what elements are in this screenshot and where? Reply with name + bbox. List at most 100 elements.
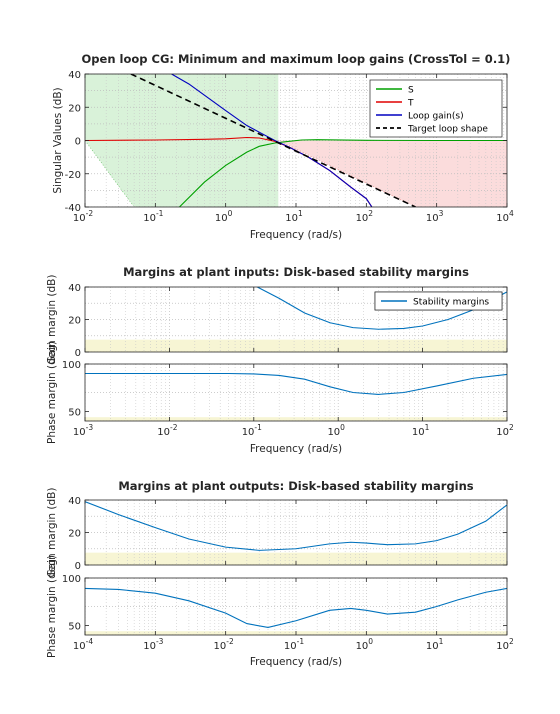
shaded-region-2	[278, 140, 507, 207]
x-tick-label: 103	[426, 209, 444, 224]
x-tick-label: 100	[327, 423, 345, 438]
x-tick-base: 10	[214, 641, 227, 652]
series-line-stability-margins	[85, 501, 507, 551]
x-tick-exponent: -2	[86, 209, 94, 218]
margin-band	[85, 552, 507, 565]
y-tick-label: 50	[68, 408, 81, 419]
legend-label: S	[408, 86, 414, 96]
x-tick-label: 10-3	[143, 637, 163, 652]
y-tick-label: 20	[68, 316, 81, 327]
x-tick-exponent: -2	[226, 637, 234, 646]
x-tick-base: 10	[327, 427, 340, 438]
x-tick-exponent: 1	[425, 423, 430, 432]
x-tick-label: 102	[496, 637, 514, 652]
x-tick-exponent: 2	[509, 637, 514, 646]
x-tick-label: 102	[356, 209, 374, 224]
x-tick-exponent: -1	[254, 423, 262, 432]
x-tick-label: 100	[356, 637, 374, 652]
x-axis-label: Frequency (rad/s)	[250, 443, 342, 455]
plot-area	[85, 74, 507, 207]
x-tick-label: 10-2	[214, 637, 234, 652]
y-tick-label: 100	[62, 360, 81, 371]
chart-2-axes-1: 0 20 40 Gain margin (dB) Stability margins	[46, 275, 508, 365]
margin-band	[85, 339, 507, 352]
x-tick-base: 10	[143, 213, 156, 224]
y-axis-label: Phase margin (deg)	[46, 341, 58, 444]
x-tick-exponent: 3	[439, 209, 444, 218]
y-tick-label: 50	[68, 622, 81, 633]
x-tick-base: 10	[215, 213, 228, 224]
x-tick-exponent: 1	[298, 209, 303, 218]
legend-label: Loop gain(s)	[408, 112, 464, 122]
y-tick-label: 20	[68, 103, 81, 114]
x-tick-exponent: 1	[439, 637, 444, 646]
x-tick-base: 10	[157, 427, 170, 438]
x-tick-label: 104	[496, 209, 514, 224]
x-tick-base: 10	[143, 641, 156, 652]
x-tick-exponent: -3	[156, 637, 164, 646]
y-axis-label: Gain margin (dB)	[46, 275, 58, 365]
x-tick-exponent: 0	[368, 637, 373, 646]
legend-label: T	[407, 99, 414, 109]
y-tick-label: 20	[68, 529, 81, 540]
series-line-s	[179, 139, 507, 207]
x-tick-label: 10-1	[284, 637, 304, 652]
legend-label: Stability margins	[413, 298, 489, 308]
x-tick-exponent: -4	[86, 637, 94, 646]
y-tick-label: 40	[68, 496, 81, 507]
x-tick-base: 10	[496, 213, 509, 224]
legend: ST Loop gain(s) Target loop shape	[369, 79, 503, 138]
y-tick-label: -40	[65, 203, 81, 214]
y-axis-label: Singular Values (dB)	[52, 87, 64, 193]
legend-box	[374, 291, 503, 311]
x-tick-base: 10	[356, 213, 369, 224]
y-tick-label: 40	[68, 283, 81, 294]
y-tick-label: 0	[75, 561, 81, 572]
x-tick-base: 10	[426, 641, 439, 652]
x-tick-exponent: 0	[228, 209, 233, 218]
series-line-stability-margins	[85, 587, 507, 628]
x-tick-label: 101	[412, 423, 430, 438]
y-axis-label: Gain margin (dB)	[46, 488, 58, 578]
chart-title: Open loop CG: Minimum and maximum loop g…	[82, 52, 511, 66]
legend-label: Target loop shape	[407, 125, 488, 135]
y-tick-label: 100	[62, 574, 81, 585]
y-tick-label: 0	[75, 348, 81, 359]
x-tick-base: 10	[242, 427, 255, 438]
x-tick-label: 10-3	[73, 423, 93, 438]
x-tick-label: 101	[285, 209, 303, 224]
margin-band	[85, 417, 507, 421]
x-tick-label: 10-1	[242, 423, 262, 438]
x-tick-label: 102	[496, 423, 514, 438]
x-tick-exponent: 4	[509, 209, 514, 218]
x-tick-base: 10	[496, 641, 509, 652]
x-tick-exponent: -2	[170, 423, 178, 432]
legend: Stability margins	[374, 291, 503, 311]
series-line-stability-margins	[257, 287, 507, 330]
axes-frame	[84, 363, 508, 422]
x-tick-label: 101	[426, 637, 444, 652]
plot-area	[85, 364, 507, 421]
x-axis-label: Frequency (rad/s)	[250, 656, 342, 668]
x-tick-base: 10	[356, 641, 369, 652]
x-tick-base: 10	[73, 427, 86, 438]
y-tick-label: -20	[65, 170, 81, 181]
x-tick-exponent: 2	[368, 209, 373, 218]
x-tick-exponent: 2	[509, 423, 514, 432]
chart-title: Margins at plant outputs: Disk-based sta…	[118, 479, 473, 493]
x-tick-label: 10-2	[73, 209, 93, 224]
x-tick-base: 10	[412, 427, 425, 438]
x-tick-label: 10-2	[157, 423, 177, 438]
chart-3-axes-1: 0 20 40 Gain margin (dB) Stability margins	[46, 291, 508, 578]
x-tick-base: 10	[73, 213, 86, 224]
x-tick-label: 10-1	[143, 209, 163, 224]
series-line-target-loop-shape	[130, 74, 416, 207]
plot-area	[85, 500, 507, 565]
series-line-stability-margins	[85, 372, 507, 395]
x-tick-base: 10	[73, 641, 86, 652]
x-axis-label: Frequency (rad/s)	[250, 229, 342, 241]
y-tick-label: 40	[68, 70, 81, 81]
